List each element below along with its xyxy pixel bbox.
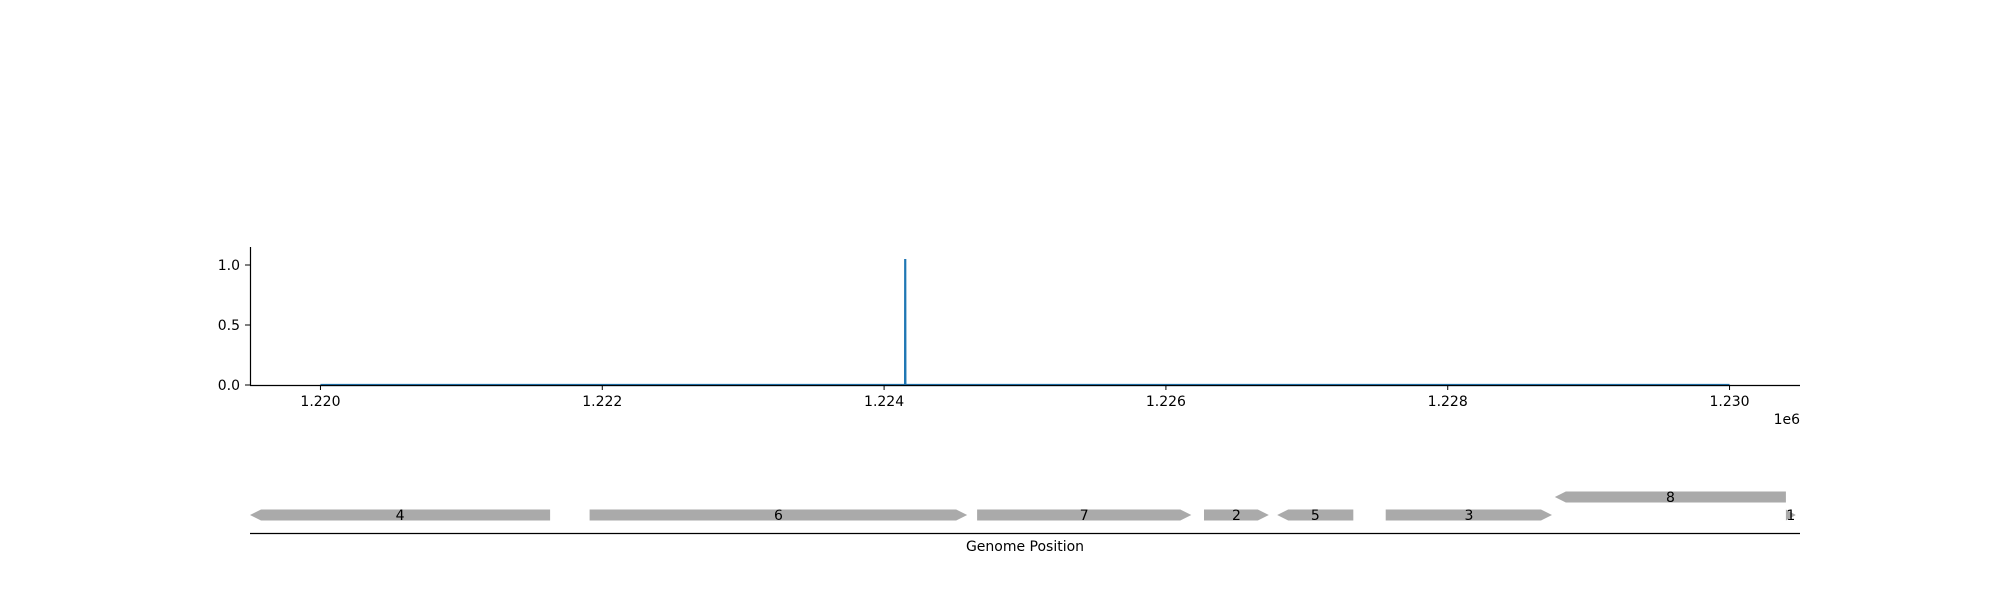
gene-label: 1 bbox=[1786, 508, 1795, 524]
gene-arrow bbox=[589, 509, 968, 521]
y-tick-label: 0.5 bbox=[218, 318, 240, 334]
gene-arrow bbox=[1385, 509, 1552, 521]
gene-label: 4 bbox=[396, 508, 405, 524]
coverage-lines bbox=[320, 258, 1730, 387]
gene-label: 5 bbox=[1311, 508, 1320, 524]
gene-label: 8 bbox=[1666, 490, 1675, 506]
gene-arrow bbox=[1554, 491, 1786, 503]
gene-track: 4 6 7 2 5 3 8 1 Genome Position bbox=[250, 490, 1800, 555]
coverage-plot: 0.0 0.5 1.0 1.220 1.222 1.224 1.226 1.228 1.230… bbox=[218, 247, 1800, 428]
x-ticks: 1.220 1.222 1.224 1.226 1.228 1.230 bbox=[300, 385, 1750, 410]
x-offset-label: 1e6 bbox=[1774, 412, 1801, 428]
y-ticks: 0.0 0.5 1.0 bbox=[218, 258, 250, 394]
gene-arrow bbox=[1277, 509, 1354, 521]
x-tick-label: 1.230 bbox=[1709, 394, 1749, 410]
gene-arrow bbox=[1785, 509, 1796, 521]
gene-label: 2 bbox=[1232, 508, 1241, 524]
gene-label: 6 bbox=[774, 508, 783, 524]
gene-label: 7 bbox=[1080, 508, 1089, 524]
y-tick-label: 0.0 bbox=[218, 378, 240, 394]
x-tick-label: 1.220 bbox=[300, 394, 340, 410]
y-tick-label: 1.0 bbox=[218, 258, 240, 274]
x-tick-label: 1.224 bbox=[864, 394, 904, 410]
x-tick-label: 1.226 bbox=[1146, 394, 1186, 410]
gene-label: 3 bbox=[1464, 508, 1473, 524]
gene-features: 4 6 7 2 5 3 8 1 bbox=[250, 490, 1796, 524]
gene-arrow bbox=[1204, 509, 1269, 521]
genome-position-label: Genome Position bbox=[966, 539, 1084, 555]
gene-arrow bbox=[250, 509, 551, 521]
x-tick-label: 1.222 bbox=[582, 394, 622, 410]
gene-arrow bbox=[977, 509, 1192, 521]
coverage-series-line bbox=[320, 258, 1730, 387]
x-tick-label: 1.228 bbox=[1428, 394, 1468, 410]
